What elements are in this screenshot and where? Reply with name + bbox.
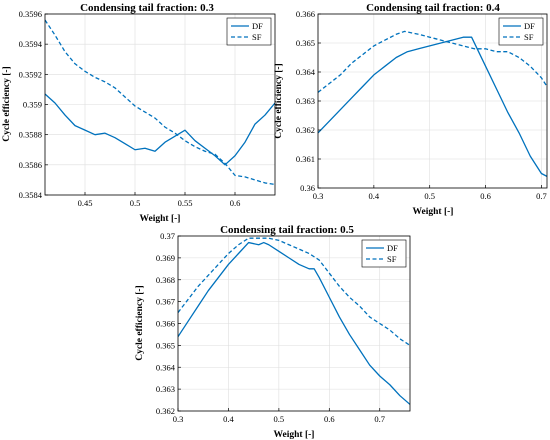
- legend-label-df: DF: [524, 21, 535, 31]
- legend-box: [361, 239, 407, 268]
- y-tick-label: 0.365: [156, 340, 175, 350]
- legend-box: [498, 17, 544, 46]
- legend-label-sf: SF: [252, 32, 262, 42]
- legend-box: [226, 17, 272, 46]
- x-tick-label: 0.4: [369, 191, 380, 201]
- chart-panel-3: Condensing tail fraction: 0.5 0.3 0.4 0.5 0…: [135, 224, 411, 440]
- y-tick-label: 0.363: [156, 384, 175, 394]
- y-tick-label: 0.3588: [19, 130, 42, 140]
- series-line-df: [318, 36, 547, 177]
- x-tick-label: 0.5: [274, 414, 285, 424]
- x-tick-label: 0.55: [178, 198, 193, 208]
- x-tick-label: 0.6: [324, 414, 335, 424]
- y-tick-label: 0.3584: [19, 190, 43, 200]
- series-line-sf: [318, 30, 547, 93]
- y-tick-label: 0.3594: [19, 39, 43, 49]
- y-axis-label: Cycle efficiency [-]: [2, 66, 12, 141]
- x-tick-label: 0.5: [130, 198, 141, 208]
- x-tick-label: 0.3: [173, 414, 184, 424]
- legend-label-sf: SF: [387, 254, 397, 264]
- y-tick-label: 0.359: [23, 100, 42, 110]
- x-tick-label: 0.7: [536, 191, 547, 201]
- x-axis-label: Weight [-]: [140, 214, 181, 224]
- chart-title: Condensing tail fraction: 0.4: [366, 2, 500, 14]
- y-tick-label: 0.367: [156, 297, 175, 307]
- y-tick-label: 0.369: [156, 253, 175, 263]
- x-tick-label: 0.4: [223, 414, 234, 424]
- chart-title: Condensing tail fraction: 0.5: [220, 224, 354, 236]
- y-tick-label: 0.36: [300, 183, 315, 193]
- y-tick-label: 0.364: [296, 67, 316, 77]
- legend-label-df: DF: [252, 21, 263, 31]
- y-tick-label: 0.364: [156, 362, 176, 372]
- y-axis-label: Cycle efficiency [-]: [274, 63, 284, 138]
- y-tick-label: 0.365: [296, 38, 315, 48]
- series-line-df: [45, 93, 275, 166]
- y-tick-label: 0.3586: [19, 160, 42, 170]
- x-tick-label: 0.5: [424, 191, 435, 201]
- y-tick-label: 0.361: [296, 154, 315, 164]
- chart-panel-2: Condensing tail fraction: 0.4 0.3 0.4 0.5 0…: [274, 2, 548, 217]
- y-tick-label: 0.368: [156, 275, 175, 285]
- series-line-df: [178, 241, 410, 405]
- y-tick-label: 0.37: [160, 231, 175, 241]
- chart-panel-1: Condensing tail fraction: 0.3 0.45 0.5 0.5…: [2, 2, 276, 224]
- x-tick-label: 0.6: [230, 198, 241, 208]
- x-tick-label: 0.3: [313, 191, 324, 201]
- y-tick-label: 0.362: [156, 406, 175, 416]
- y-tick-label: 0.366: [156, 319, 175, 329]
- y-tick-label: 0.363: [296, 96, 315, 106]
- y-axis-label: Cycle efficiency [-]: [135, 285, 145, 360]
- x-tick-label: 0.45: [78, 198, 93, 208]
- y-tick-label: 0.366: [296, 9, 315, 19]
- series-line-sf: [178, 237, 410, 346]
- legend-label-df: DF: [387, 243, 398, 253]
- x-tick-label: 0.6: [480, 191, 491, 201]
- x-tick-label: 0.7: [374, 414, 385, 424]
- chart-title: Condensing tail fraction: 0.3: [80, 2, 214, 14]
- y-tick-label: 0.362: [296, 125, 315, 135]
- x-axis-label: Weight [-]: [274, 430, 315, 440]
- y-tick-label: 0.3596: [19, 9, 42, 19]
- series-line-sf: [45, 19, 275, 186]
- y-tick-label: 0.3592: [19, 69, 42, 79]
- x-axis-label: Weight [-]: [413, 207, 454, 217]
- legend-label-sf: SF: [524, 32, 534, 42]
